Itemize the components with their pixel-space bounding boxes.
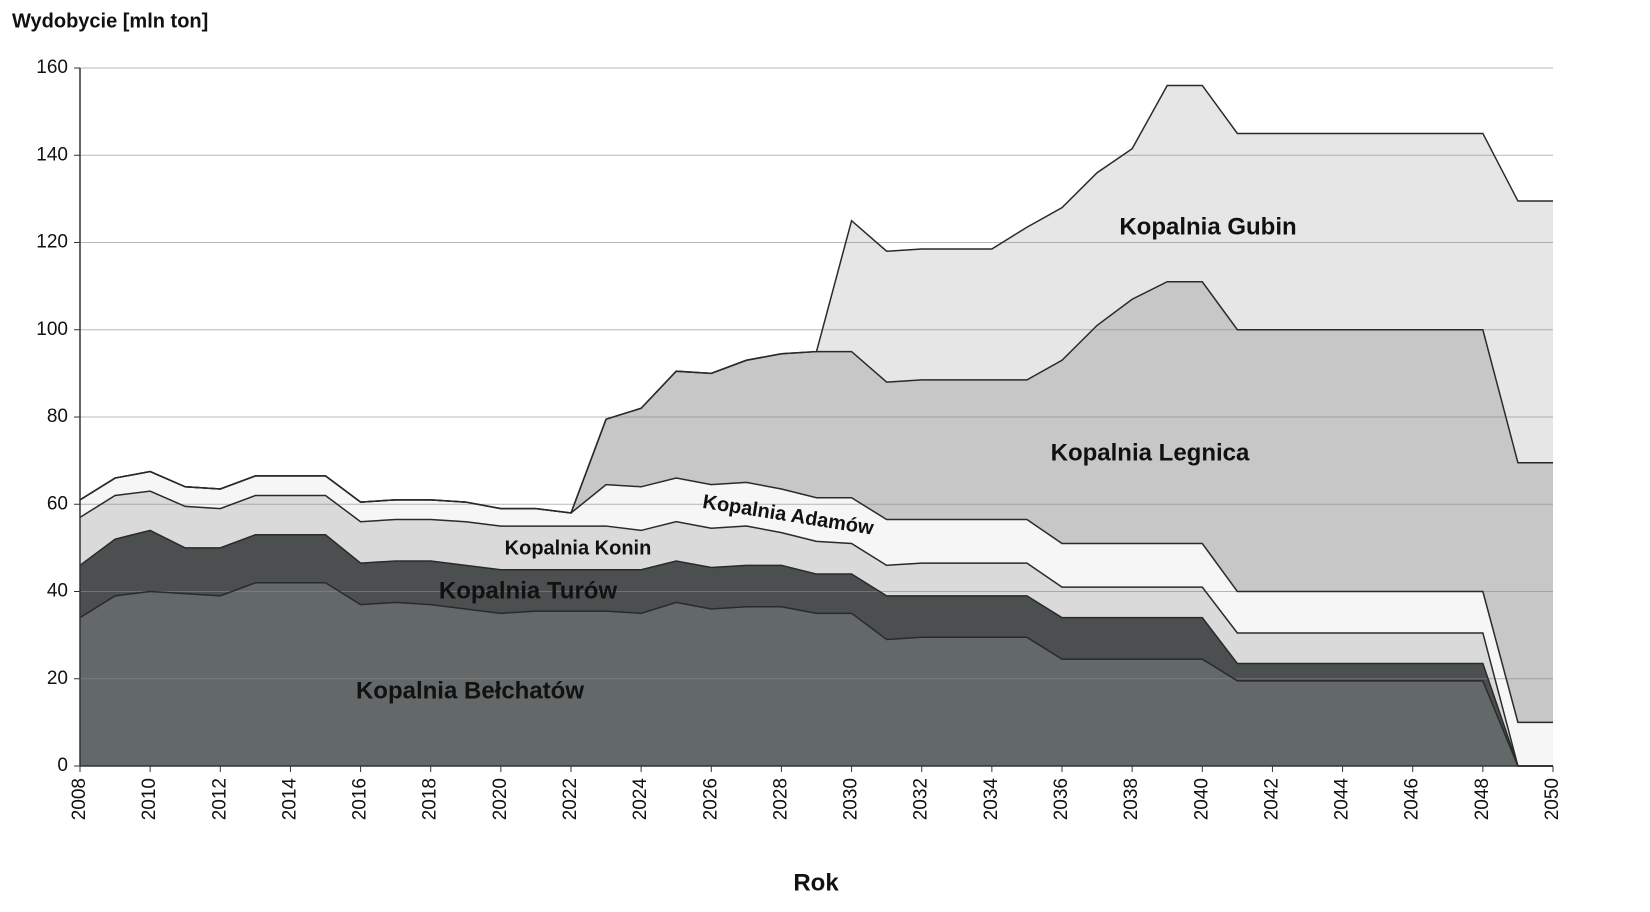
x-tick-label: 2020 [490, 778, 511, 820]
y-tick-label: 120 [36, 232, 68, 253]
x-tick-label: 2048 [1472, 778, 1493, 820]
x-tick-label: 2032 [911, 778, 932, 820]
x-tick-label: 2046 [1402, 778, 1423, 820]
area-edge [79, 84, 1553, 514]
x-tick-label: 2024 [630, 778, 651, 821]
y-tick-label: 40 [47, 581, 68, 602]
y-tick-label: 160 [36, 57, 68, 78]
y-tick-label: 60 [47, 493, 68, 514]
x-tick-label: 2028 [770, 778, 791, 820]
area [80, 281, 1553, 723]
x-tick-label: 2050 [1542, 778, 1563, 820]
y-tick-label: 80 [47, 406, 68, 427]
area [80, 85, 1553, 513]
series-label: Kopalnia Bełchatów [356, 677, 584, 704]
area [80, 471, 1553, 766]
x-tick-label: 2012 [209, 778, 230, 820]
y-tick-label: 100 [36, 319, 68, 340]
series-label: Kopalnia Konin [505, 537, 652, 559]
area [80, 582, 1553, 766]
x-tick-label: 2038 [1121, 778, 1142, 820]
x-tick-label: 2026 [700, 778, 721, 820]
area [80, 491, 1553, 766]
x-tick-label: 2044 [1332, 778, 1353, 821]
x-tick-label: 2040 [1191, 778, 1212, 820]
x-tick-label: 2018 [420, 778, 441, 820]
x-tick-label: 2030 [841, 778, 862, 820]
y-tick-label: 20 [47, 668, 68, 689]
x-tick-label: 2022 [560, 778, 581, 820]
series-label: Kopalnia Turów [439, 577, 618, 604]
area-edge [79, 529, 1553, 767]
series-label: Kopalnia Gubin [1119, 213, 1296, 240]
x-axis-label: Rok [793, 869, 839, 896]
series-label: Kopalnia Legnica [1051, 439, 1250, 466]
x-tick-label: 2010 [139, 778, 160, 820]
area-edge [79, 582, 1553, 767]
y-axis-label: Wydobycie [mln ton] [12, 10, 208, 32]
x-tick-label: 2036 [1051, 778, 1072, 820]
x-tick-label: 2042 [1261, 778, 1282, 820]
y-tick-label: 0 [57, 755, 68, 776]
x-tick-label: 2016 [350, 778, 371, 820]
area-edge [79, 490, 1553, 767]
area [80, 530, 1553, 766]
x-tick-label: 2034 [981, 778, 1002, 821]
x-tick-label: 2014 [279, 778, 300, 821]
x-tick-label: 2008 [69, 778, 90, 820]
y-tick-label: 140 [36, 144, 68, 165]
